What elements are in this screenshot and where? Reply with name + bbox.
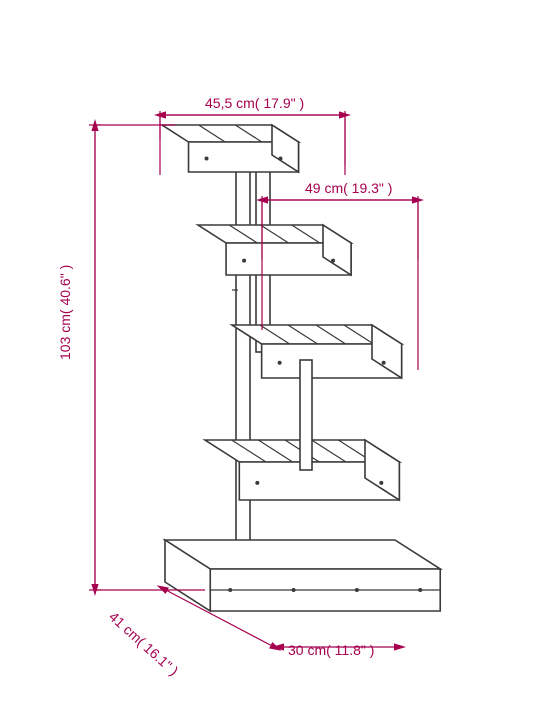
shelf (198, 225, 351, 275)
dimension-label: 30 cm( 11.8" ) (288, 642, 374, 658)
dimension-label: 49 cm( 19.3" ) (305, 180, 392, 196)
support-post (300, 360, 312, 470)
dimension-label: 45,5 cm( 17.9" ) (205, 95, 304, 111)
dimension-label: 103 cm( 40.6" ) (57, 265, 73, 360)
shelf (162, 125, 299, 172)
shelf (165, 540, 440, 611)
dimension-label: 41 cm( 16.1" ) (106, 608, 182, 678)
